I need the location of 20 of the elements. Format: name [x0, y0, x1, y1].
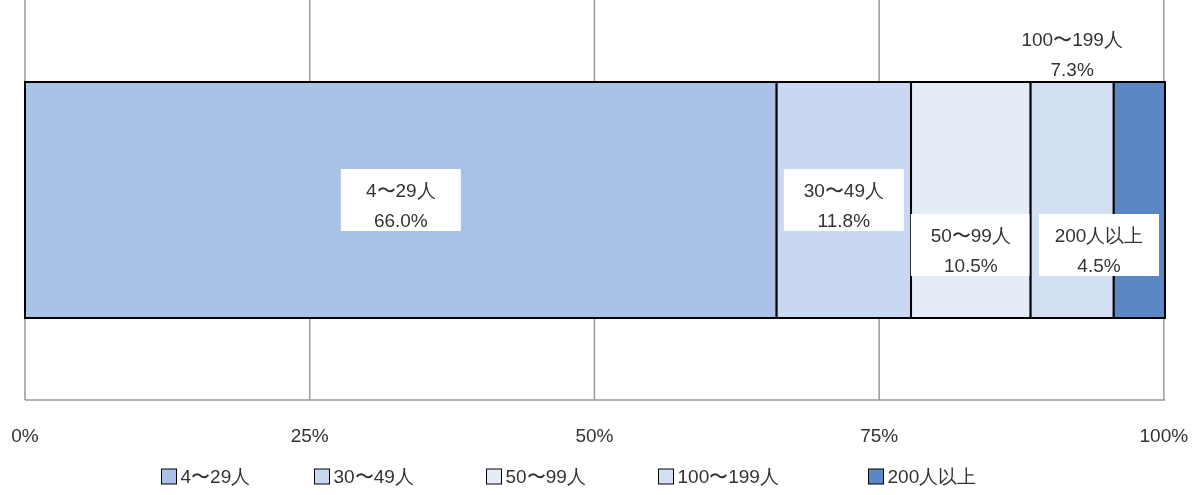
text: 200人以上 — [1054, 225, 1144, 246]
text: 50〜99人 — [930, 225, 1011, 246]
data-label: 4.5% — [1077, 255, 1121, 276]
legend-label: 100〜199人 — [677, 466, 779, 487]
legend-label: 200人以上 — [887, 466, 977, 487]
x-tick-label: 50% — [575, 425, 614, 446]
data-label: 66.0% — [373, 210, 428, 231]
legend-label: 4〜29人 — [180, 466, 251, 487]
data-label: 10.5% — [943, 255, 998, 276]
text: 100〜199人 — [1021, 29, 1123, 50]
legend-label: 50〜99人 — [505, 466, 586, 487]
text: 4〜29人 — [365, 180, 436, 201]
data-label: 11.8% — [817, 210, 871, 231]
x-tick-label: 0% — [11, 425, 39, 446]
x-tick-label: 100% — [1139, 425, 1189, 446]
legend-label: 30〜49人 — [333, 466, 414, 487]
x-tick-label: 25% — [290, 425, 329, 446]
data-label: 7.3% — [1050, 59, 1094, 80]
text: 30〜49人 — [803, 180, 884, 201]
x-tick-label: 75% — [860, 425, 899, 446]
